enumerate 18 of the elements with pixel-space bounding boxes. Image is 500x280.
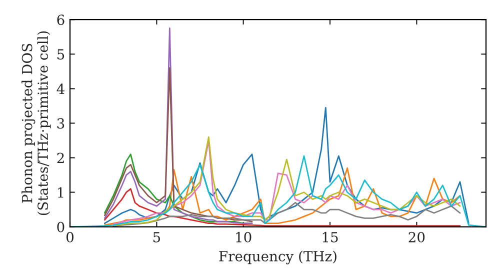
y-tick-label: 3 [57,118,64,129]
y-tick-label: 5 [57,49,64,60]
y-tick-label: 0 [57,222,64,232]
line-series [104,167,461,226]
y-tick-label: 6 [57,14,64,26]
y-tick-label: 2 [57,152,64,164]
x-tick-label: 15 [322,232,338,242]
x-tick-label: 10 [236,232,252,242]
x-tick-label: 20 [408,232,425,242]
x-axis-title: Frequency (THz) [219,250,336,264]
line-series [104,188,461,226]
line-series [104,106,470,224]
x-tick-label: 5 [153,232,160,242]
line-series [104,67,253,222]
y-tick-label: 4 [56,84,64,94]
y-tick-label: 1 [58,187,64,198]
x-tick-label: 0 [66,232,74,242]
y-axis-title: Phonon projected DOS (States/THz·primitive cell) [22,31,51,216]
